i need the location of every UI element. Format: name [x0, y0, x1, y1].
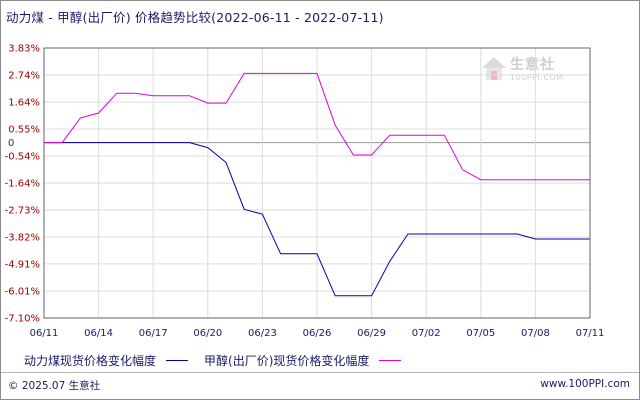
y-tick-label: -3.82%	[5, 232, 40, 243]
zero-label: 0	[8, 138, 14, 149]
chart-title: 动力煤 - 甲醇(出厂价) 价格趋势比较(2022-06-11 - 2022-0…	[6, 10, 384, 25]
y-tick-label: -4.91%	[5, 259, 40, 270]
legend-line-coal	[166, 360, 189, 361]
y-tick-label: -0.54%	[5, 151, 40, 162]
chart-legend: 动力煤现货价格变化幅度 甲醇(出厂价)现货价格变化幅度	[24, 352, 417, 369]
y-tick-label: -1.64%	[5, 179, 40, 190]
logo-url: 100PPI.COM	[510, 73, 564, 82]
x-tick-label: 06/11	[30, 328, 59, 339]
legend-item-methanol: 甲醇(出厂价)现货价格变化幅度	[204, 352, 402, 369]
y-tick-label: 2.74%	[8, 70, 40, 81]
x-axis-ticks: 06/11 06/14 06/17 06/20 06/23 06/26 06/29 07/02…	[30, 328, 605, 339]
series-lines	[44, 72, 590, 297]
x-tick-label: 06/26	[303, 328, 332, 339]
x-tick-label: 06/20	[193, 328, 222, 339]
y-tick-label: 1.64%	[8, 98, 40, 109]
legend-label-coal: 动力煤现货价格变化幅度	[24, 354, 157, 368]
x-tick-label: 07/11	[576, 328, 605, 339]
x-tick-label: 07/02	[412, 328, 441, 339]
series-line-methanol	[44, 72, 590, 181]
footer-divider	[1, 372, 639, 373]
y-tick-label: -2.73%	[5, 206, 40, 217]
y-tick-label: 0.55%	[8, 125, 40, 136]
logo-name: 生意社	[510, 57, 555, 73]
legend-item-coal: 动力煤现货价格变化幅度	[24, 352, 189, 369]
x-tick-label: 07/05	[466, 328, 495, 339]
site-url: www.100PPI.com	[540, 378, 630, 390]
x-tick-label: 07/08	[521, 328, 550, 339]
y-axis-ticks: 3.83% 2.74% 1.64% 0.55% -0.54% -1.64% -2.73% -3…	[5, 44, 40, 325]
legend-line-methanol	[379, 360, 402, 361]
copyright-text: © 2025.07 生意社	[8, 380, 101, 392]
x-tick-label: 06/14	[84, 328, 113, 339]
x-tick-label: 06/23	[248, 328, 277, 339]
y-tick-label: -7.10%	[5, 314, 40, 325]
plot-area-border	[43, 47, 591, 319]
series-line-coal	[44, 142, 590, 297]
grid-lines	[43, 47, 591, 319]
y-tick-label: 3.83%	[8, 44, 40, 55]
house-logo-icon	[482, 57, 506, 80]
y-tick-label: -6.01%	[5, 287, 40, 298]
watermark-logo: 生意社 100PPI.COM	[480, 52, 580, 94]
legend-label-methanol: 甲醇(出厂价)现货价格变化幅度	[204, 354, 370, 368]
axes	[43, 47, 591, 319]
x-tick-label: 06/17	[139, 328, 168, 339]
x-tick-label: 06/29	[357, 328, 386, 339]
